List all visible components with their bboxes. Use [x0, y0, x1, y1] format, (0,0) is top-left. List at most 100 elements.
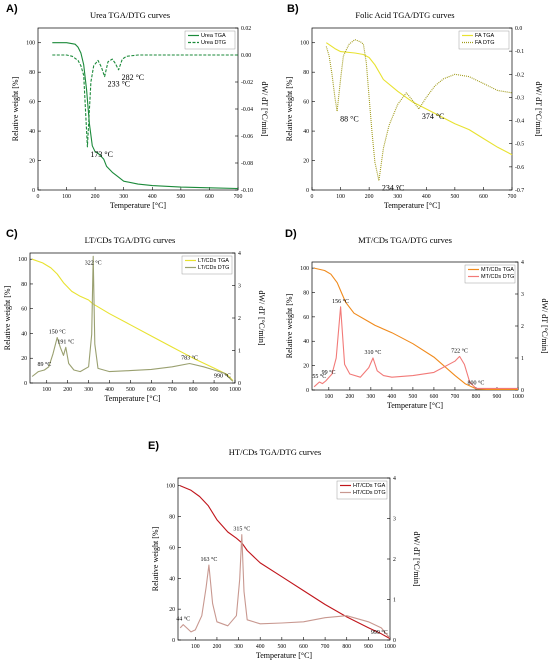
x-tick-label: 1000: [229, 387, 241, 393]
peak-annotation: 800 °C: [468, 379, 485, 386]
peak-annotation: 374 °C: [422, 112, 445, 121]
panel-label: B): [287, 3, 299, 15]
y-tick-label: 0: [306, 188, 309, 194]
y2-tick-label: -0.1: [515, 49, 524, 55]
x-tick-label: 600: [430, 394, 439, 400]
y2-tick-label: 3: [238, 284, 241, 290]
peak-annotation: 89 °C: [37, 361, 51, 368]
panel-label: E): [148, 440, 159, 452]
peak-annotation: 173 °C: [90, 150, 113, 159]
x-tick-label: 100: [62, 194, 71, 200]
series-line-tga: [313, 267, 518, 390]
peak-annotation: 722 °C: [451, 347, 468, 354]
x-tick-label: 200: [345, 394, 354, 400]
x-tick-label: 200: [63, 387, 72, 393]
chart-title: LT/CDs TGA/DTG curves: [85, 235, 176, 245]
y-axis-label: Relative weight [%]: [285, 293, 294, 358]
legend-entry: FA DTG: [475, 40, 495, 46]
legend-entry: MT/CDs DTG: [481, 274, 514, 280]
x-axis-label: Temperature [°C]: [110, 201, 167, 210]
y2-axis-label: dW/ dT [°C/min]: [540, 298, 549, 353]
x-tick-label: 600: [299, 644, 308, 650]
chart-title: Urea TGA/DTG curves: [90, 10, 170, 20]
y-tick-label: 40: [21, 331, 27, 337]
x-tick-label: 600: [147, 387, 156, 393]
y2-axis-label: dW/ dT [°C/min]: [412, 531, 421, 586]
legend-entry: MT/CDs TGA: [481, 267, 514, 273]
x-tick-label: 600: [479, 194, 488, 200]
x-axis-label: Temperature [°C]: [384, 201, 441, 210]
y2-tick-label: 4: [393, 476, 396, 482]
legend-entry: FA TGA: [475, 33, 494, 39]
y-tick-label: 0: [32, 188, 35, 194]
y2-tick-label: -0.3: [515, 95, 524, 101]
series-line-dtg: [31, 255, 234, 382]
y2-tick-label: 4: [238, 251, 241, 257]
plot-frame: [37, 27, 239, 191]
legend-entry: Urea DTG: [201, 40, 226, 46]
y2-tick-label: -0.04: [241, 107, 253, 113]
x-tick-label: 100: [191, 644, 200, 650]
x-axis-label: Temperature [°C]: [387, 401, 444, 410]
x-tick-label: 100: [324, 394, 333, 400]
x-tick-label: 0: [37, 194, 40, 200]
peak-annotation: 150 °C: [49, 329, 66, 336]
legend-entry: LT/CDs DTG: [198, 265, 229, 271]
x-tick-label: 700: [508, 194, 517, 200]
x-tick-label: 0: [311, 194, 314, 200]
x-tick-label: 500: [409, 394, 418, 400]
y-tick-label: 40: [303, 339, 309, 345]
peak-annotation: 163 °C: [200, 556, 217, 563]
x-tick-label: 100: [336, 194, 345, 200]
x-tick-label: 900: [493, 394, 502, 400]
plot-frame: [311, 27, 513, 191]
peak-annotation: 990 °C: [214, 372, 231, 379]
x-tick-label: 800: [472, 394, 481, 400]
y-axis-label: Relative weight [%]: [3, 285, 12, 350]
y-tick-label: 100: [26, 41, 35, 47]
x-tick-label: 700: [234, 194, 243, 200]
peak-annotation: 99 °C: [322, 369, 336, 376]
peak-annotation: 322 °C: [85, 259, 102, 266]
x-tick-label: 300: [84, 387, 93, 393]
x-tick-label: 400: [388, 394, 397, 400]
y2-tick-label: -0.7: [515, 188, 524, 194]
y-tick-label: 60: [21, 307, 27, 313]
x-tick-label: 300: [234, 644, 243, 650]
y2-tick-label: 0.00: [241, 53, 251, 59]
x-axis-label: Temperature [°C]: [104, 394, 161, 403]
y2-tick-label: 3: [393, 517, 396, 523]
x-tick-label: 300: [367, 394, 376, 400]
peak-annotation: 310 °C: [365, 349, 382, 356]
peak-annotation: 191 °C: [57, 338, 74, 345]
legend-entry: LT/CDs TGA: [198, 258, 229, 264]
y-axis-label: Relative weight [%]: [285, 76, 294, 141]
y2-tick-label: 2: [393, 557, 396, 563]
peak-annotation: 233 °C: [108, 80, 131, 89]
x-tick-label: 800: [342, 644, 351, 650]
x-tick-label: 800: [189, 387, 198, 393]
y-tick-label: 40: [169, 576, 175, 582]
x-tick-label: 900: [364, 644, 373, 650]
y-tick-label: 80: [303, 290, 309, 296]
panel-label: D): [285, 228, 297, 240]
y-tick-label: 80: [29, 70, 35, 76]
x-axis-label: Temperature [°C]: [256, 651, 313, 660]
y-tick-label: 20: [169, 607, 175, 613]
y2-tick-label: -0.5: [515, 142, 524, 148]
x-tick-label: 1000: [512, 394, 524, 400]
peak-annotation: 315 °C: [233, 526, 250, 533]
y2-tick-label: -0.10: [241, 188, 253, 194]
chart-title: Folic Acid TGA/DTG curves: [355, 10, 454, 20]
y2-tick-label: 1: [238, 349, 241, 355]
y2-tick-label: 0: [238, 381, 241, 387]
y2-axis-label: dW/ dT [°C/min]: [534, 81, 543, 136]
series-line-tga: [179, 485, 391, 639]
y-axis-label: Relative weight [%]: [11, 76, 20, 141]
y-tick-label: 80: [169, 515, 175, 521]
y2-tick-label: 1: [521, 356, 524, 362]
y-tick-label: 100: [166, 484, 175, 490]
y-tick-label: 100: [18, 257, 27, 263]
